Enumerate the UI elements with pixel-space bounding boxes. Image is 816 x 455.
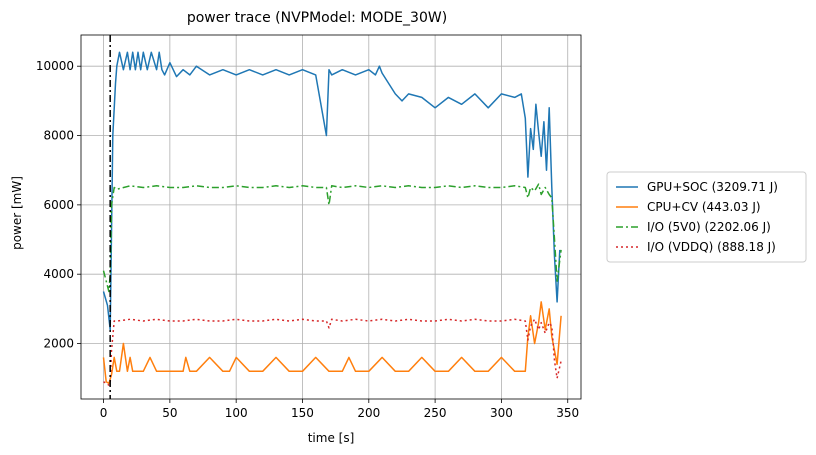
x-tick-label: 200 [357,406,380,420]
legend-label-1: GPU+SOC (3209.71 J) [647,180,778,194]
grid [81,35,581,399]
legend: GPU+SOC (3209.71 J) CPU+CV (443.03 J) I/O … [606,171,807,263]
x-tick-label: 100 [225,406,248,420]
axes-frame [80,34,582,400]
legend-label-4: I/O (VDDQ) (888.18 J) [647,240,776,254]
chart-title: power trace (NVPModel: MODE_30W) [187,10,447,26]
x-tick-label: 0 [100,406,108,420]
x-tick-label: 150 [291,406,314,420]
y-tick-label: 2000 [43,337,74,351]
y-axis-title: power [mW] [10,176,24,250]
axes: 0 50 100 150 200 250 300 350 2000 4000 6000 8000 100… [36,34,582,420]
x-tick-label: 350 [556,406,579,420]
series-line-2 [102,301,562,385]
y-tick-label: 6000 [43,198,74,212]
series-line-1 [102,51,561,331]
legend-box [606,171,807,263]
x-tick-label: 300 [490,406,513,420]
x-tick-label: 50 [162,406,177,420]
plot-area [102,35,562,399]
y-tick-label: 8000 [43,129,74,143]
legend-label-2: CPU+CV (443.03 J) [647,200,761,214]
series-line-4 [103,318,562,386]
legend-label-3: I/O (5V0) (2202.06 J) [647,220,771,234]
y-tick-label: 4000 [43,267,74,281]
y-tick-label: 10000 [36,59,74,73]
x-tick-label: 250 [424,406,447,420]
x-axis-title: time [s] [308,431,355,445]
series-line-3 [102,183,562,293]
